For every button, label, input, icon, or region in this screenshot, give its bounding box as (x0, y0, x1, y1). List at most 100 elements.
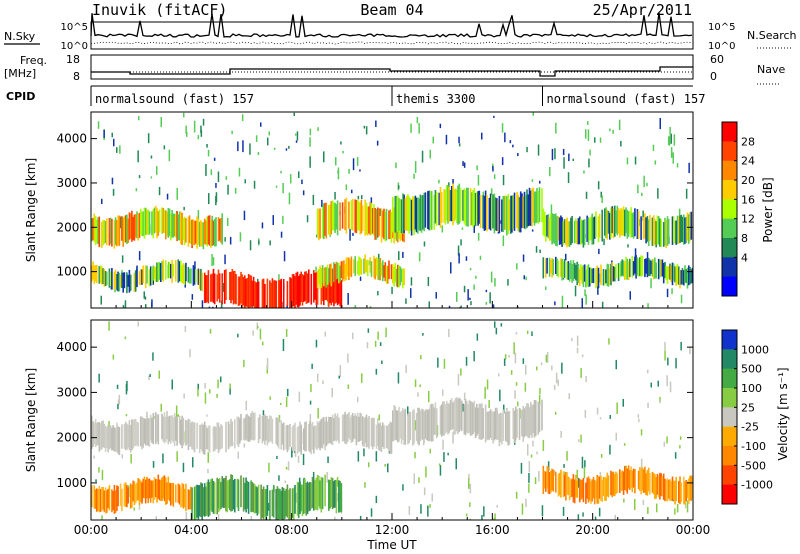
scatter-cell (269, 396, 271, 400)
scatter-cell (657, 380, 659, 387)
range-gate-cell (649, 214, 651, 241)
range-gate-cell (581, 266, 583, 284)
range-gate-cell (368, 416, 370, 449)
range-gate-cell (389, 209, 392, 239)
range-gate-cell (333, 481, 335, 508)
range-gate-cell (335, 415, 338, 442)
range-gate-cell (523, 191, 526, 229)
scatter-cell (268, 502, 270, 511)
scatter-cell (284, 480, 286, 483)
range-gate-cell (314, 425, 316, 448)
range-gate-cell (560, 215, 562, 245)
scatter-cell (98, 467, 100, 473)
range-gate-cell (680, 482, 683, 503)
scatter-cell (551, 365, 553, 371)
scatter-cell (523, 275, 525, 280)
range-gate-cell (350, 200, 353, 230)
scatter-cell (183, 206, 185, 211)
range-gate-cell (507, 194, 509, 235)
range-gate-cell (621, 208, 624, 236)
range-gate-cell (568, 263, 571, 282)
range-gate-cell (430, 403, 433, 442)
range-gate-cell (417, 197, 419, 234)
scatter-cell (282, 339, 285, 351)
scatter-cell (473, 222, 475, 233)
scatter-cell (183, 112, 185, 118)
range-gate-cell (541, 188, 543, 223)
range-gate-cell (126, 485, 128, 508)
range-gate-cell (479, 403, 482, 440)
x-tick-label: 00:00 (74, 523, 109, 537)
range-gate-cell (162, 476, 165, 499)
range-gate-cell (171, 259, 173, 283)
range-gate-cell (612, 471, 615, 496)
range-gate-cell (488, 197, 491, 230)
range-gate-cell (96, 265, 98, 284)
range-gate-cell (415, 197, 418, 233)
range-gate-cell (299, 274, 301, 306)
range-gate-cell (128, 420, 131, 451)
scatter-cell (670, 147, 673, 158)
range-gate-cell (157, 474, 160, 499)
range-gate-cell (329, 264, 331, 284)
range-gate-cell (157, 262, 160, 282)
range-gate-cell (200, 220, 202, 246)
scatter-cell (448, 305, 451, 308)
range-gate-cell (275, 489, 277, 520)
scatter-cell (463, 392, 466, 400)
freq-label: Freq. (20, 54, 47, 67)
range-gate-cell (131, 210, 133, 242)
range-gate-cell (577, 263, 580, 284)
range-gate-cell (408, 411, 410, 444)
range-gate-cell (427, 191, 429, 229)
range-gate-cell (389, 421, 392, 455)
range-gate-cell (578, 268, 581, 287)
range-gate-cell (503, 195, 506, 230)
range-gate-cell (261, 489, 264, 518)
range-gate-cell (301, 274, 304, 306)
range-gate-cell (99, 423, 102, 451)
range-gate-cell (132, 480, 134, 502)
range-gate-cell (435, 192, 438, 226)
range-gate-cell (675, 265, 677, 286)
scatter-cell (200, 125, 202, 133)
scatter-cell (222, 283, 225, 292)
range-gate-cell (679, 476, 681, 505)
range-gate-cell (360, 413, 363, 441)
range-gate-cell (660, 473, 662, 497)
range-gate-cell (193, 266, 196, 285)
scatter-cell (609, 415, 611, 419)
range-gate-cell (104, 487, 107, 514)
scatter-cell (616, 402, 618, 414)
range-gate-cell (152, 480, 155, 504)
range-gate-cell (175, 260, 177, 282)
range-gate-cell (336, 262, 339, 279)
range-gate-cell (282, 422, 285, 451)
scatter-cell (378, 414, 380, 421)
range-gate-cell (250, 275, 252, 307)
scatter-cell (470, 301, 472, 306)
range-gate-cell (205, 275, 207, 303)
range-gate-cell (368, 206, 370, 234)
colorbar-tick-label: 24 (741, 155, 755, 168)
range-gate-cell (212, 268, 215, 303)
range-gate-cell (149, 414, 152, 441)
scatter-cell (672, 152, 674, 164)
scatter-cell (507, 279, 509, 286)
scatter-cell (667, 357, 669, 366)
range-gate-cell (494, 407, 497, 440)
scatter-cell (577, 477, 580, 488)
scatter-cell (663, 441, 665, 447)
range-gate-cell (297, 426, 300, 453)
scatter-cell (398, 185, 400, 189)
range-gate-cell (667, 218, 670, 245)
range-gate-cell (354, 256, 356, 277)
range-gate-cell (286, 424, 289, 453)
range-gate-cell (353, 259, 355, 274)
range-gate-cell (377, 418, 379, 447)
scatter-cell (351, 189, 353, 194)
range-gate-cell (147, 478, 149, 504)
range-gate-cell (585, 269, 587, 288)
range-gate-cell (132, 216, 134, 241)
range-gate-cell (177, 214, 180, 241)
